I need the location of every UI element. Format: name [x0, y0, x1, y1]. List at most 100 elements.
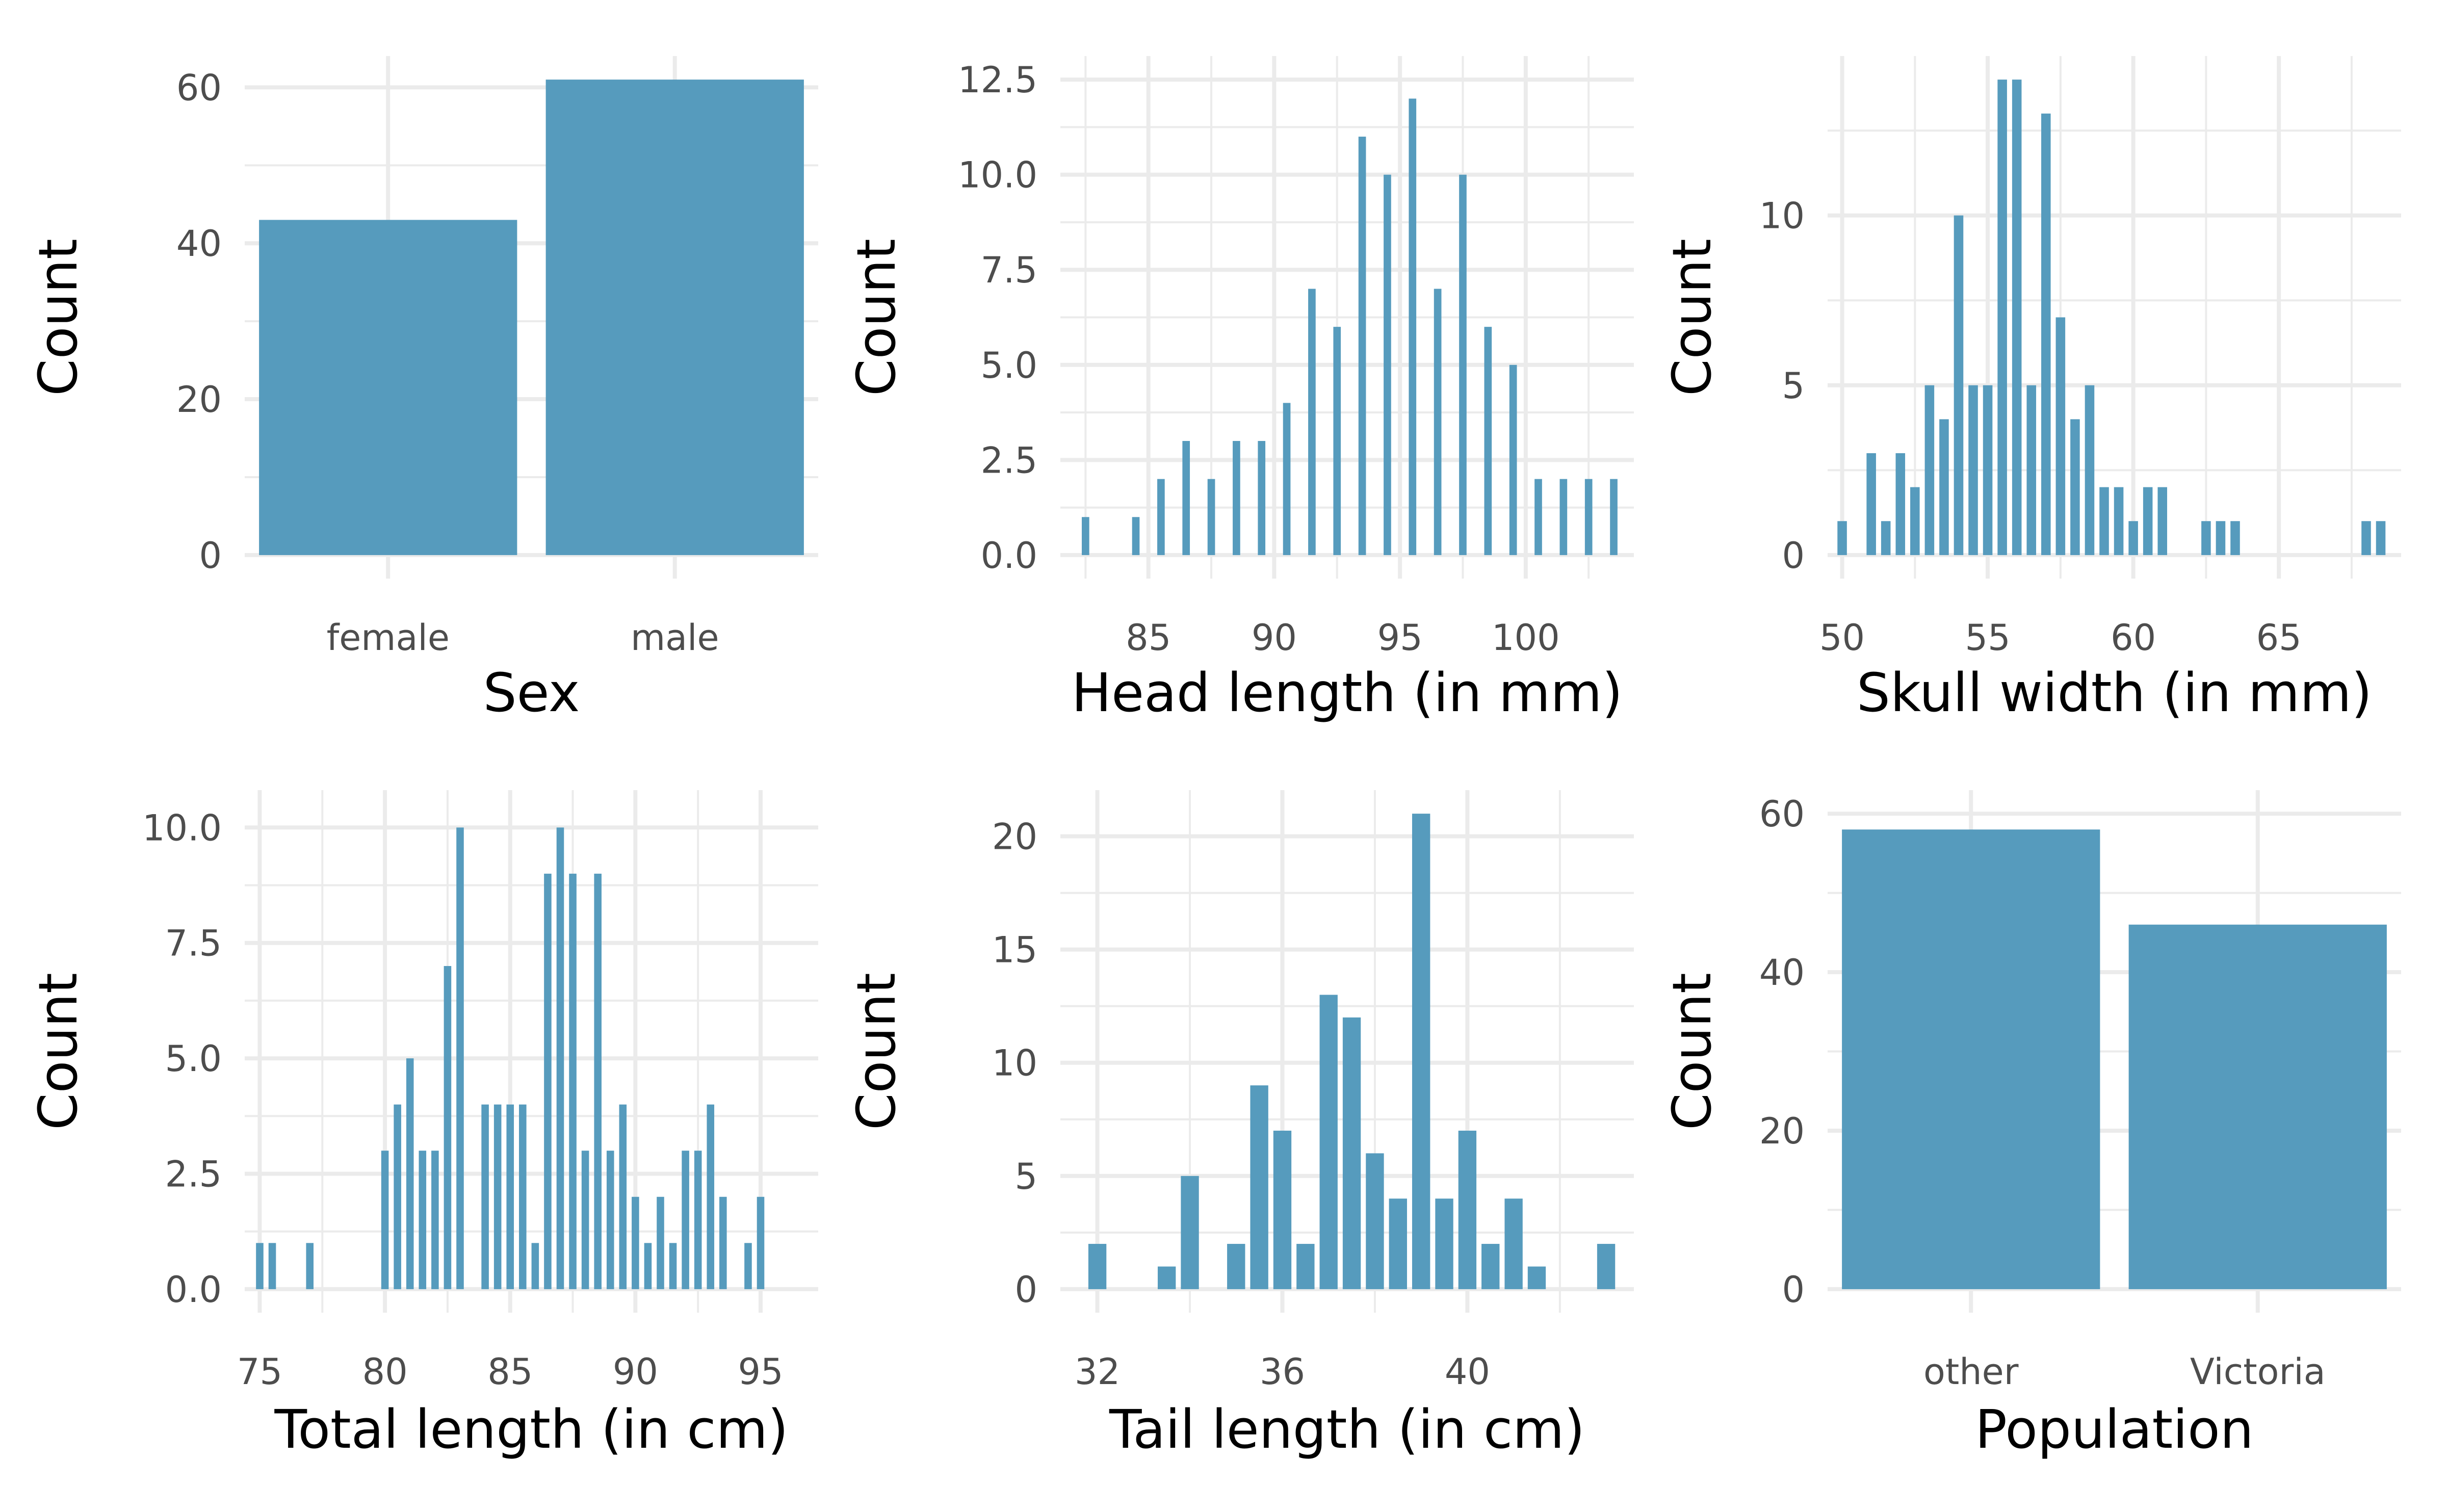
histogram-bar: [1182, 441, 1190, 555]
y-axis-title: Count: [1661, 973, 1723, 1130]
bar-male: [545, 80, 804, 555]
y-axis-title: Count: [845, 973, 907, 1130]
histogram-bar: [1983, 385, 1993, 555]
histogram-bar: [1358, 137, 1366, 555]
histogram-bar: [1481, 1244, 1500, 1289]
histogram-bar: [556, 827, 564, 1289]
chart-panel-1: 0 20 40 60 female male Sex Count: [27, 56, 818, 724]
histogram-bar: [657, 1196, 664, 1289]
histogram-bar: [1082, 517, 1089, 555]
histogram-bar: [1866, 453, 1876, 555]
histogram-bar: [1504, 1198, 1523, 1289]
histogram-bar: [1342, 1017, 1361, 1289]
x-tick-label: male: [631, 617, 719, 659]
y-tick-label: 0.0: [165, 1269, 222, 1311]
histogram-bar: [594, 873, 602, 1289]
histogram-bar: [632, 1196, 639, 1289]
y-tick-label: 5.0: [165, 1038, 222, 1080]
histogram-bar: [1181, 1176, 1199, 1289]
histogram-bar: [1610, 479, 1618, 555]
y-tick-label: 15: [992, 929, 1037, 971]
histogram-bar: [1333, 327, 1341, 555]
x-axis-title: Total length (in cm): [274, 1398, 788, 1461]
x-tick-label: 90: [1252, 617, 1297, 659]
x-tick-label: 60: [2111, 617, 2156, 659]
x-tick-label: 55: [1965, 617, 2011, 659]
y-axis-title: Count: [1661, 239, 1723, 396]
y-tick-label: 5: [1014, 1156, 1037, 1197]
histogram-bar: [1997, 80, 2007, 555]
y-tick-label: 10.0: [958, 154, 1037, 196]
y-tick-label: 0: [1782, 535, 1805, 577]
x-tick-label: 80: [362, 1351, 408, 1393]
x-tick-label: other: [1923, 1351, 2019, 1393]
histogram-bar: [381, 1151, 389, 1289]
histogram-bar: [1939, 419, 1949, 555]
histogram-bar: [1459, 174, 1467, 555]
histogram-bar: [1534, 479, 1542, 555]
x-tick-label: 75: [237, 1351, 282, 1393]
histogram-bar: [1584, 479, 1593, 555]
y-tick-label: 20: [992, 816, 1037, 858]
y-axis-title: Count: [27, 239, 89, 396]
histogram-bar: [2230, 521, 2240, 555]
x-tick-label: 32: [1075, 1351, 1120, 1393]
histogram-bar: [531, 1243, 539, 1289]
histogram-bar: [619, 1104, 627, 1289]
histogram-bar: [406, 1058, 414, 1289]
y-tick-label: 10: [1759, 195, 1805, 237]
histogram-bar: [1837, 521, 1847, 555]
histogram-bar: [569, 873, 577, 1289]
histogram-bar: [1910, 487, 1920, 555]
x-tick-label: 36: [1260, 1351, 1305, 1393]
y-tick-label: 20: [1759, 1110, 1805, 1152]
histogram-bar: [394, 1104, 401, 1289]
y-tick-label: 0: [1014, 1269, 1037, 1311]
y-axis-title: Count: [27, 973, 89, 1130]
histogram-bar: [431, 1151, 439, 1289]
histogram-bar: [1559, 479, 1568, 555]
histogram-bar: [1389, 1198, 1407, 1289]
histogram-bar: [2201, 521, 2211, 555]
y-tick-label: 12.5: [958, 59, 1037, 101]
histogram-bar: [1132, 517, 1140, 555]
x-axis-title: Population: [1975, 1398, 2253, 1461]
histogram-bar: [1207, 479, 1215, 555]
x-tick-label: 95: [738, 1351, 783, 1393]
histogram-bar: [1227, 1244, 1245, 1289]
histogram-bar: [2157, 487, 2168, 555]
histogram-bar: [757, 1196, 765, 1289]
histogram-bar: [1527, 1266, 1546, 1289]
histogram-bar: [1881, 521, 1891, 555]
histogram-bar: [1258, 441, 1266, 555]
y-tick-label: 0: [199, 535, 222, 577]
y-tick-label: 7.5: [981, 249, 1037, 291]
histogram-bar: [481, 1104, 489, 1289]
bar-victoria: [2128, 924, 2387, 1289]
histogram-bar: [1484, 327, 1492, 555]
x-tick-label: 50: [1819, 617, 1865, 659]
histogram-bar: [2055, 317, 2066, 555]
histogram-bar: [581, 1151, 589, 1289]
x-axis-title: Sex: [483, 662, 580, 724]
histogram-bar: [669, 1243, 677, 1289]
x-tick-label: 95: [1377, 617, 1423, 659]
histogram-bar: [1308, 289, 1316, 555]
y-tick-label: 10.0: [142, 807, 222, 849]
x-tick-label: 85: [1126, 617, 1171, 659]
y-tick-label: 60: [1759, 793, 1805, 835]
chart-panel-4: 0.0 2.5 5.0 7.5 10.0 75 80 85 90 95 Total length (…: [27, 790, 818, 1461]
y-tick-label: 0: [1782, 1269, 1805, 1311]
histogram-bar: [1435, 1198, 1453, 1289]
histogram-bar: [1233, 441, 1240, 555]
x-axis-title: Tail length (in cm): [1109, 1398, 1585, 1461]
y-tick-label: 60: [176, 67, 222, 109]
histogram-bar: [1273, 1130, 1292, 1289]
bar-female: [259, 220, 517, 555]
histogram-bar: [2128, 521, 2138, 555]
histogram-bar: [1412, 814, 1430, 1289]
histogram-bar: [1250, 1085, 1268, 1289]
